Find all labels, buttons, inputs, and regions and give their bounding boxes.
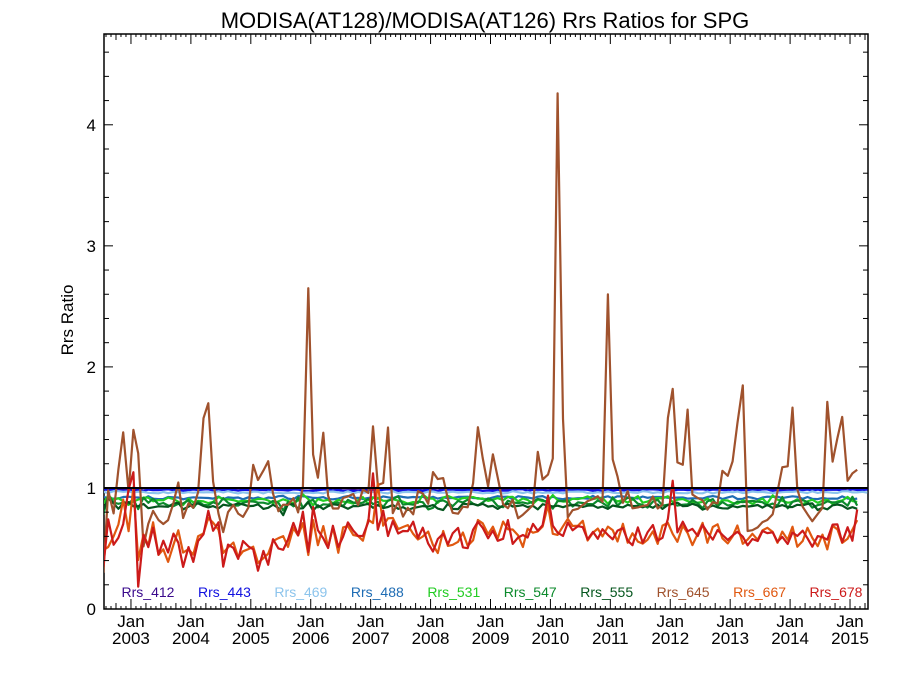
legend: Rrs_412 Rrs_443 Rrs_469 Rrs_488 Rrs_531 Rrs_5…	[122, 584, 863, 600]
legend-item-rrs-488: Rrs_488	[351, 584, 404, 600]
x-tick-year-label: 2011	[592, 629, 629, 648]
y-tick-label: 4	[87, 116, 96, 135]
y-tick-label: 0	[87, 600, 96, 619]
legend-item-rrs-412: Rrs_412	[122, 584, 175, 600]
series-line-rrs-678	[104, 471, 859, 588]
series-line-rrs-443	[104, 488, 868, 493]
legend-item-rrs-547: Rrs_547	[504, 584, 557, 600]
x-tick-year-label: 2015	[831, 629, 869, 648]
series-line-rrs-555	[104, 497, 858, 517]
series-line-rrs-531	[104, 493, 858, 507]
x-tick-year-label: 2003	[112, 629, 150, 648]
x-tick-year-label: 2010	[532, 629, 570, 648]
y-tick-label: 3	[87, 237, 96, 256]
x-tick-year-label: 2004	[172, 629, 210, 648]
legend-item-rrs-555: Rrs_555	[580, 584, 633, 600]
x-tick-year-label: 2006	[292, 629, 330, 648]
x-tick-month-label: Jan	[716, 612, 743, 631]
x-tick-month-label: Jan	[177, 612, 204, 631]
y-tick-label: 1	[87, 479, 96, 498]
x-tick-month-label: Jan	[537, 612, 564, 631]
x-axis: Jan2003Jan2004Jan2005Jan2006Jan2007Jan20…	[105, 34, 869, 648]
x-tick-month-label: Jan	[237, 612, 264, 631]
x-tick-year-label: 2008	[412, 629, 450, 648]
legend-item-rrs-645: Rrs_645	[657, 584, 710, 600]
series-line-rrs-469	[104, 490, 868, 495]
series-line-rrs-645	[104, 92, 858, 573]
x-tick-month-label: Jan	[836, 612, 863, 631]
x-tick-year-label: 2012	[651, 629, 689, 648]
x-tick-month-label: Jan	[297, 612, 324, 631]
legend-item-rrs-667: Rrs_667	[733, 584, 786, 600]
legend-item-rrs-678: Rrs_678	[810, 584, 863, 600]
x-tick-month-label: Jan	[776, 612, 803, 631]
x-tick-month-label: Jan	[357, 612, 384, 631]
x-tick-year-label: 2014	[771, 629, 809, 648]
legend-item-rrs-531: Rrs_531	[427, 584, 480, 600]
x-tick-year-label: 2009	[472, 629, 510, 648]
x-tick-year-label: 2007	[352, 629, 390, 648]
legend-item-rrs-469: Rrs_469	[274, 584, 327, 600]
x-tick-month-label: Jan	[117, 612, 144, 631]
x-tick-month-label: Jan	[657, 612, 684, 631]
x-tick-month-label: Jan	[477, 612, 504, 631]
x-tick-year-label: 2005	[232, 629, 270, 648]
series-lines	[104, 92, 868, 588]
legend-item-rrs-443: Rrs_443	[198, 584, 251, 600]
y-tick-label: 2	[87, 358, 96, 377]
x-tick-month-label: Jan	[417, 612, 444, 631]
x-tick-month-label: Jan	[597, 612, 624, 631]
x-tick-year-label: 2013	[711, 629, 749, 648]
chart-title: MODISA(AT128)/MODISA(AT126) Rrs Ratios f…	[221, 8, 750, 33]
y-axis-label: Rrs Ratio	[58, 285, 77, 356]
